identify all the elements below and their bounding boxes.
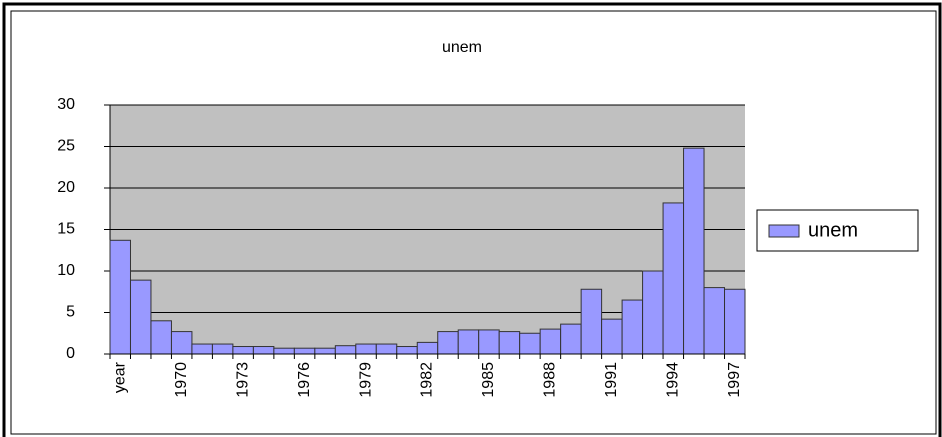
bar bbox=[355, 343, 377, 355]
bar bbox=[211, 343, 234, 355]
x-tick-label: 1997 bbox=[726, 362, 743, 398]
bar bbox=[396, 346, 418, 355]
y-tick-label: 5 bbox=[66, 304, 75, 321]
bar bbox=[129, 279, 152, 355]
bar bbox=[293, 347, 316, 355]
bar bbox=[498, 331, 521, 355]
bar bbox=[519, 332, 541, 355]
legend-label: unem bbox=[808, 219, 858, 241]
bar bbox=[375, 343, 398, 355]
x-tick-label: 1985 bbox=[480, 362, 497, 398]
bar bbox=[703, 287, 726, 355]
x-tick-label: 1991 bbox=[603, 362, 620, 398]
bar bbox=[416, 341, 439, 355]
bar bbox=[580, 288, 603, 355]
y-tick-label: 0 bbox=[66, 345, 75, 362]
bar bbox=[560, 323, 582, 355]
bar bbox=[662, 202, 685, 355]
bar bbox=[109, 239, 131, 355]
bar bbox=[683, 147, 705, 355]
bar bbox=[642, 270, 664, 355]
bar bbox=[314, 347, 336, 355]
bar bbox=[273, 347, 295, 355]
bar bbox=[150, 320, 172, 355]
bar bbox=[252, 346, 275, 355]
bar bbox=[478, 329, 500, 355]
y-tick-label: 20 bbox=[57, 179, 75, 196]
x-tick-label: 1970 bbox=[173, 362, 190, 398]
bar bbox=[232, 346, 254, 355]
bar bbox=[457, 329, 480, 355]
x-tick-label: 1976 bbox=[296, 362, 313, 398]
x-tick-label: 1982 bbox=[419, 362, 436, 398]
bar bbox=[437, 331, 459, 355]
bar bbox=[170, 331, 193, 355]
x-tick-label: year bbox=[111, 361, 128, 393]
bar bbox=[539, 328, 562, 355]
x-tick-label: 1988 bbox=[542, 362, 559, 398]
x-tick-label: 1979 bbox=[357, 362, 374, 398]
y-tick-label: 10 bbox=[57, 262, 75, 279]
legend-swatch bbox=[768, 224, 800, 238]
x-tick-label: 1973 bbox=[234, 362, 251, 398]
bar bbox=[191, 343, 213, 355]
bar bbox=[601, 318, 623, 355]
y-tick-label: 30 bbox=[57, 96, 75, 113]
y-tick-label: 25 bbox=[57, 138, 75, 155]
x-tick-label: 1994 bbox=[665, 362, 682, 398]
chart-title: unem bbox=[442, 39, 482, 56]
bar bbox=[334, 345, 357, 355]
y-tick-label: 15 bbox=[57, 221, 75, 238]
bar bbox=[724, 288, 746, 355]
bar bbox=[621, 299, 644, 355]
